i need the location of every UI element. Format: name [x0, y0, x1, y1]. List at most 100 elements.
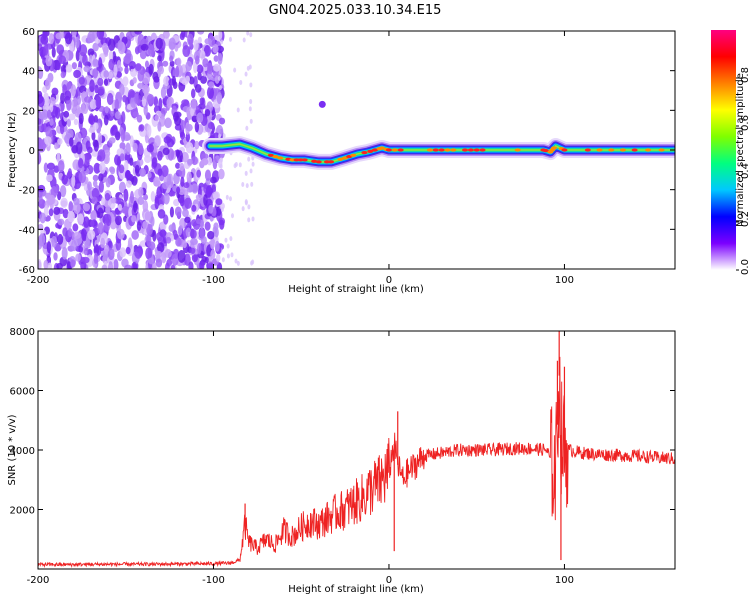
- ridge-peak: [337, 157, 344, 161]
- colorbar-ticks: 0.0 0.2 0.4 0.6 0.8: [736, 67, 750, 275]
- noise-dot: [191, 253, 198, 263]
- noise-dot: [71, 31, 77, 38]
- noise-dot: [249, 118, 253, 124]
- noise-dot: [180, 176, 185, 188]
- noise-dot: [203, 45, 212, 57]
- noise-dot: [244, 199, 248, 205]
- noise-dot: [200, 153, 209, 160]
- noise-dot: [57, 218, 65, 226]
- noise-dot: [78, 245, 84, 253]
- spectrogram-y-tick-label: 40: [22, 67, 35, 78]
- noise-dot: [159, 229, 167, 238]
- noise-dot: [87, 48, 95, 57]
- noise-dot: [200, 158, 209, 166]
- ridge-peak: [371, 148, 378, 152]
- ridge-peak: [315, 160, 322, 164]
- noise-dot: [135, 164, 140, 174]
- noise-dot: [215, 198, 223, 206]
- spectrogram-x-tick-label: 0: [386, 275, 392, 286]
- noise-dot: [125, 180, 132, 188]
- snr-x-tick-label: 0: [386, 575, 392, 586]
- noise-dot: [92, 180, 98, 188]
- noise-dot: [71, 174, 76, 188]
- noise-dot: [82, 54, 88, 66]
- noise-dot: [250, 181, 254, 187]
- ridge-peak: [378, 146, 385, 150]
- noise-dot: [220, 39, 224, 45]
- noise-dot: [38, 259, 42, 269]
- noise-dot: [96, 31, 105, 40]
- noise-dot: [207, 230, 215, 240]
- noise-dot: [160, 86, 167, 99]
- ridge-peak: [645, 148, 652, 152]
- noise-dot: [98, 57, 103, 69]
- ridge-peak: [619, 148, 626, 152]
- noise-dot: [125, 49, 132, 59]
- noise-dot: [73, 197, 80, 206]
- noise-dot: [158, 65, 165, 75]
- noise-dot: [207, 255, 213, 265]
- noise-dot: [90, 209, 97, 222]
- noise-dot: [88, 127, 96, 134]
- noise-dot: [43, 205, 49, 218]
- noise-dot: [38, 111, 46, 120]
- noise-dot: [205, 185, 213, 198]
- noise-dot: [157, 150, 163, 161]
- noise-dot: [116, 228, 125, 240]
- noise-dot: [38, 138, 44, 151]
- noise-dot: [318, 100, 326, 108]
- ridge-peak: [479, 148, 486, 152]
- snr-frame: [37, 330, 676, 570]
- noise-dot: [56, 61, 61, 71]
- noise-dot: [156, 186, 163, 199]
- noise-dot: [166, 97, 173, 109]
- noise-dot: [56, 262, 63, 269]
- noise-dot: [202, 58, 209, 68]
- noise-dot: [73, 202, 81, 214]
- noise-dot: [181, 99, 189, 107]
- noise-dot: [241, 206, 245, 212]
- noise-dot: [146, 223, 153, 236]
- ridge-peak: [272, 155, 279, 159]
- noise-dot: [103, 244, 110, 253]
- noise-dot: [138, 187, 144, 197]
- snr-y-tick-label: 4000: [10, 446, 35, 457]
- noise-dot: [142, 220, 148, 230]
- noise-dot: [179, 162, 185, 172]
- noise-dot: [121, 111, 126, 124]
- noise-dot: [226, 253, 230, 259]
- noise-dot: [105, 204, 111, 215]
- snr-panel: -200 -100 0 100 2000 4000 6000 8000 Height of s…: [7, 327, 676, 595]
- noise-dot: [154, 196, 160, 210]
- noise-dot: [62, 208, 69, 219]
- colorbar-tick-label: 0.8: [740, 67, 750, 83]
- noise-dot: [115, 71, 123, 78]
- noise-dot: [111, 197, 116, 204]
- noise-dot: [191, 156, 198, 166]
- ridge-peak: [267, 153, 274, 157]
- noise-dot: [218, 168, 225, 180]
- noise-dot: [54, 142, 59, 150]
- noise-dot: [191, 183, 199, 194]
- noise-dot: [239, 80, 243, 86]
- noise-dot: [103, 78, 109, 86]
- noise-dot: [228, 36, 232, 42]
- noise-dot: [76, 95, 82, 105]
- ridge-peak: [514, 148, 521, 152]
- noise-dot: [249, 82, 253, 88]
- noise-dot: [168, 37, 176, 50]
- noise-dot: [114, 111, 121, 120]
- noise-dot: [152, 142, 158, 153]
- noise-dot: [87, 31, 95, 43]
- noise-dot: [219, 157, 223, 163]
- noise-dot: [116, 59, 122, 69]
- ridge-peak: [608, 148, 615, 152]
- noise-dot: [210, 249, 216, 260]
- noise-dot: [157, 209, 166, 219]
- noise-dot: [190, 108, 195, 117]
- colorbar: 0.0 0.2 0.4 0.6 0.8 Normalized spectral ampl…: [711, 30, 750, 275]
- noise-dot: [169, 206, 174, 218]
- noise-dot: [185, 75, 191, 83]
- noise-dot: [66, 118, 71, 127]
- noise-dot: [204, 256, 209, 264]
